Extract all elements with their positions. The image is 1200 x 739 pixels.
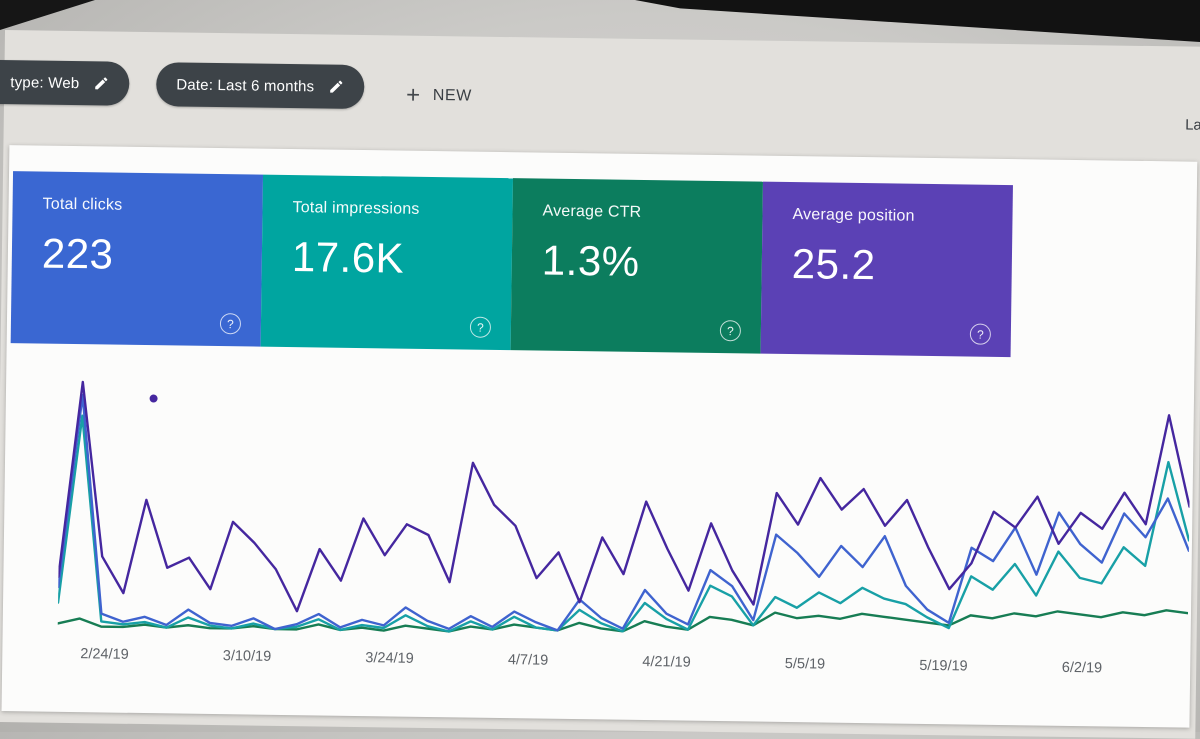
metric-card-total-clicks[interactable]: Total clicks 223 ? — [10, 171, 264, 347]
partial-cropped-text: La — [1185, 116, 1200, 134]
x-tick-label: 2/24/19 — [80, 646, 129, 663]
edit-pencil-icon[interactable] — [328, 79, 344, 95]
metric-card-average-position[interactable]: Average position 25.2 ? — [760, 181, 1013, 358]
photo-dark-edge-right — [635, 0, 1200, 42]
help-icon[interactable]: ? — [969, 323, 992, 345]
help-icon[interactable]: ? — [219, 313, 242, 335]
filter-chip-label: Date: Last 6 months — [176, 75, 315, 95]
outlier-data-point — [149, 394, 158, 403]
help-icon[interactable]: ? — [469, 316, 492, 338]
x-tick-label: 4/21/19 — [642, 653, 691, 671]
filter-chip-search-type[interactable]: type: Web — [0, 59, 130, 106]
series-average-position — [57, 380, 1191, 613]
new-filter-label: NEW — [432, 87, 473, 105]
metric-card-value: 1.3% — [541, 236, 640, 285]
new-filter-button[interactable]: + NEW — [406, 80, 472, 113]
metric-cards-row: Total clicks 223 ? Total impressions 17.… — [7, 145, 1198, 360]
series-total-impressions — [57, 414, 1191, 633]
metric-card-label: Total impressions — [292, 199, 420, 218]
help-icon[interactable]: ? — [719, 320, 742, 342]
metric-card-average-ctr[interactable]: Average CTR 1.3% ? — [510, 178, 763, 354]
metric-card-value: 25.2 — [791, 240, 876, 289]
metric-card-label: Total clicks — [42, 195, 123, 214]
metric-card-label: Average CTR — [542, 202, 642, 221]
metric-card-value: 223 — [41, 229, 114, 278]
performance-panel: Total clicks 223 ? Total impressions 17.… — [1, 145, 1198, 728]
x-tick-label: 5/5/19 — [784, 655, 826, 673]
line-chart-canvas[interactable] — [57, 374, 1192, 650]
series-total-clicks — [57, 393, 1191, 632]
x-tick-label: 5/19/19 — [919, 657, 968, 675]
metric-card-value: 17.6K — [291, 233, 405, 282]
x-tick-label: 6/2/19 — [1061, 659, 1103, 677]
filter-chip-date-range[interactable]: Date: Last 6 months — [155, 62, 365, 110]
plus-icon: + — [405, 81, 421, 109]
metric-card-total-impressions[interactable]: Total impressions 17.6K ? — [260, 174, 514, 351]
x-tick-label: 3/10/19 — [222, 648, 272, 665]
series-average-ctr — [57, 609, 1190, 633]
photo-dark-edge-left — [0, 0, 95, 30]
search-console-ui: type: Web Date: Last 6 months + NEW La T… — [0, 30, 1200, 739]
performance-chart[interactable]: 2/24/19 3/10/19 3/24/19 4/7/19 4/21/19 5… — [57, 374, 1191, 678]
x-tick-label: 4/7/19 — [507, 652, 549, 669]
metric-card-label: Average position — [792, 206, 915, 225]
x-tick-label: 3/24/19 — [365, 650, 414, 667]
filter-chip-label: type: Web — [10, 73, 80, 92]
x-axis-labels: 2/24/19 3/10/19 3/24/19 4/7/19 4/21/19 5… — [80, 646, 1102, 676]
toolbar: type: Web Date: Last 6 months + NEW La — [0, 30, 1200, 162]
edit-pencil-icon[interactable] — [93, 75, 109, 91]
